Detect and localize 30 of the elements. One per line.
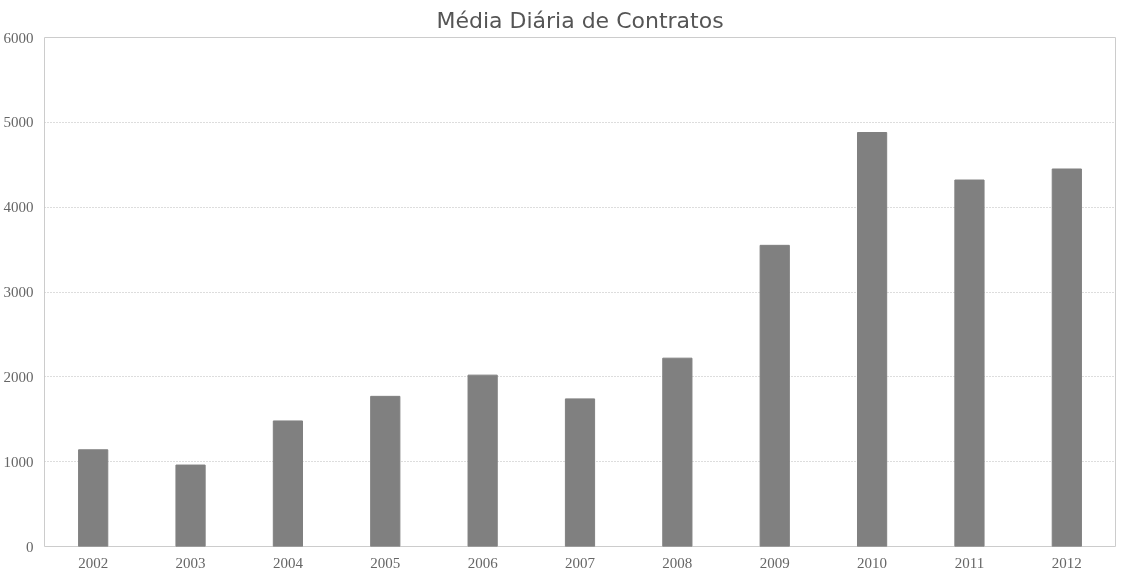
y-tick-label: 6000 bbox=[3, 29, 34, 46]
bar bbox=[954, 179, 985, 547]
bar bbox=[1051, 168, 1082, 547]
bar bbox=[78, 449, 109, 547]
x-tick-label: 2005 bbox=[370, 554, 401, 571]
bar bbox=[856, 132, 888, 547]
bar bbox=[759, 244, 790, 547]
bar bbox=[272, 420, 304, 547]
x-tick-label: 2010 bbox=[857, 554, 888, 571]
x-tick-label: 2012 bbox=[1051, 554, 1082, 571]
bar bbox=[175, 464, 206, 547]
x-tick-label: 2007 bbox=[565, 554, 596, 571]
x-tick-label: 2004 bbox=[272, 554, 304, 571]
x-tick-label: 2006 bbox=[467, 554, 499, 571]
x-tick-label: 2003 bbox=[175, 554, 206, 571]
bar bbox=[564, 398, 596, 547]
chart-title: Média Diária de Contratos bbox=[436, 7, 724, 33]
x-tick-label: 2002 bbox=[78, 554, 109, 571]
x-tick-label: 2009 bbox=[759, 554, 790, 571]
y-tick-label: 1000 bbox=[3, 453, 34, 470]
y-tick-label: 4000 bbox=[3, 199, 34, 216]
y-tick-label: 0 bbox=[26, 538, 34, 555]
x-tick-label: 2011 bbox=[954, 554, 985, 571]
y-tick-label: 2000 bbox=[3, 368, 34, 385]
x-tick-label: 2008 bbox=[662, 554, 693, 571]
bar bbox=[662, 357, 693, 547]
y-tick-label: 3000 bbox=[3, 284, 34, 300]
bar bbox=[370, 395, 401, 547]
y-tick-label: 5000 bbox=[3, 114, 34, 131]
bar bbox=[467, 374, 498, 547]
